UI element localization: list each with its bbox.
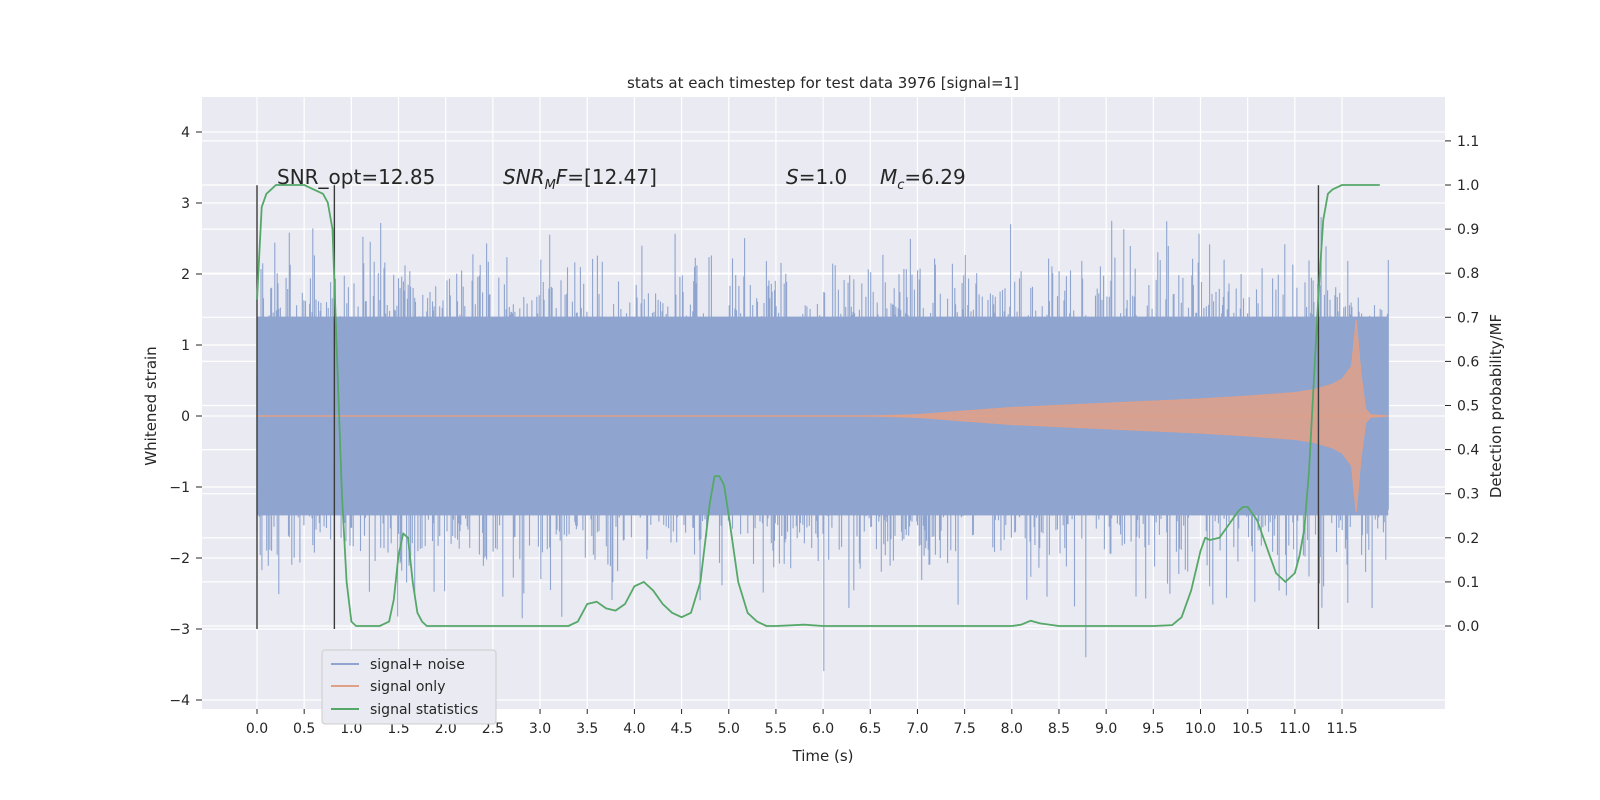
y-axis-title: Whitened strain	[142, 346, 160, 465]
x-tick-label: 10.0	[1185, 721, 1216, 737]
x-tick-label: 9.0	[1095, 721, 1117, 737]
x-tick-label: 11.0	[1279, 721, 1310, 737]
legend-box	[321, 649, 497, 725]
y-tick-label: 0	[181, 409, 190, 425]
y2-tick-label: 0.3	[1457, 487, 1479, 503]
chart-title: stats at each timestep for test data 397…	[627, 74, 1019, 92]
signal-statistics-line	[256, 184, 1380, 627]
x-tick-label: 1.0	[340, 721, 362, 737]
x-tick-label: 6.0	[812, 721, 834, 737]
y-tick-label: 4	[181, 125, 190, 141]
y2-tick-label: 1.0	[1457, 178, 1479, 194]
y2-tick-label: 0.7	[1457, 310, 1479, 326]
y-tick-label: 1	[181, 338, 190, 354]
x-tick-label: 3.0	[529, 721, 551, 737]
x-tick-label: 2.5	[482, 721, 504, 737]
legend-label-signal-only: signal only	[370, 679, 445, 695]
axes: 0.0 0.5 1.0 1.5 2.0 2.5 3.0 3.5 4.0 4.5 5.0 5.5 6.0 6…	[169, 125, 1479, 737]
x-tick-label: 1.5	[387, 721, 409, 737]
y2-tick-label: 0.6	[1457, 354, 1479, 370]
y2-tick-label: 0.0	[1457, 619, 1479, 635]
x-tick-label: 0.0	[246, 721, 268, 737]
x-tick-label: 0.5	[293, 721, 315, 737]
y-tick-label: 2	[181, 267, 190, 283]
annotation-snr-mf: SNRMF=[12.47]	[503, 165, 657, 193]
annotations: SNR_opt=12.85 SNRMF=[12.47] S=1.0 Mc=6.2…	[277, 165, 966, 193]
y-tick-label: −4	[169, 693, 190, 709]
y2-tick-label: 0.2	[1457, 531, 1479, 547]
y2-tick-label: 0.9	[1457, 222, 1479, 238]
x-tick-label: 5.0	[718, 721, 740, 737]
signal-only-series	[257, 320, 1389, 512]
y2-tick-label: 0.1	[1457, 575, 1479, 591]
x-tick-label: 7.5	[953, 721, 975, 737]
x-tick-label: 5.5	[765, 721, 787, 737]
y2-tick-label: 0.4	[1457, 443, 1479, 459]
x-tick-label: 9.5	[1142, 721, 1164, 737]
x-tick-label: 2.0	[435, 721, 457, 737]
annotation-s: S=1.0	[786, 165, 847, 189]
x-tick-label: 8.5	[1048, 721, 1070, 737]
y2-tick-label: 1.1	[1457, 134, 1479, 150]
y2-tick-label: 0.5	[1457, 399, 1479, 415]
legend: signal+ noise signal only signal statist…	[321, 649, 497, 725]
x-tick-label: 8.0	[1001, 721, 1023, 737]
x-tick-label: 4.0	[623, 721, 645, 737]
y2-axis-title: Detection probability/MF	[1487, 314, 1505, 498]
signal-statistics-series	[256, 184, 1380, 627]
legend-label-signal-noise: signal+ noise	[370, 657, 465, 673]
x-tick-label: 3.5	[576, 721, 598, 737]
y-tick-label: −2	[169, 551, 190, 567]
y-tick-label: 3	[181, 196, 190, 212]
x-tick-label: 4.5	[670, 721, 692, 737]
x-axis-title: Time (s)	[792, 747, 854, 765]
y-tick-label: −1	[169, 480, 190, 496]
x-tick-label: 11.5	[1326, 721, 1357, 737]
x-tick-label: 7.0	[906, 721, 928, 737]
x-tick-label: 6.5	[859, 721, 881, 737]
legend-label-signal-statistics: signal statistics	[370, 702, 478, 718]
y2-tick-label: 0.8	[1457, 266, 1479, 282]
annotation-mc: Mc=6.29	[880, 165, 966, 193]
y-tick-label: −3	[169, 622, 190, 638]
x-tick-label: 10.5	[1232, 721, 1263, 737]
annotation-snr-opt: SNR_opt=12.85	[277, 165, 435, 189]
